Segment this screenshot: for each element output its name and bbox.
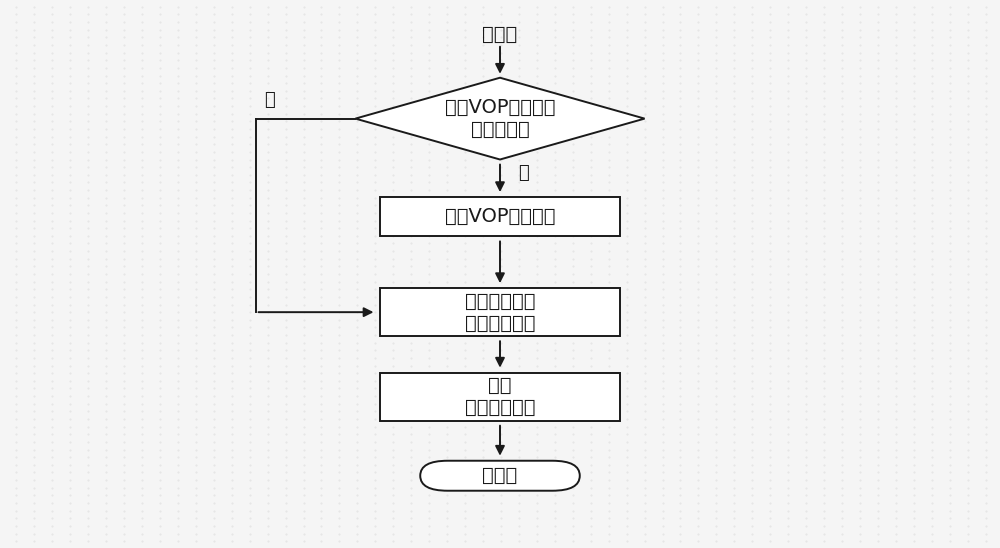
Text: 是: 是 [518,164,529,182]
FancyBboxPatch shape [380,288,620,336]
FancyBboxPatch shape [420,461,580,490]
Polygon shape [355,78,645,159]
Text: 写请求: 写请求 [482,25,518,44]
FancyBboxPatch shape [380,197,620,236]
Text: 作废VOP中命中页: 作废VOP中命中页 [445,207,555,226]
Text: 写完成: 写完成 [482,466,518,485]
FancyBboxPatch shape [380,373,620,421]
Text: 访问
存储器控制器: 访问 存储器控制器 [465,376,535,417]
Text: 否: 否 [264,91,274,109]
Text: 发送写请求到
存储器控制器: 发送写请求到 存储器控制器 [465,292,535,333]
Text: 命中VOP缓冲器中
的虚拟页？: 命中VOP缓冲器中 的虚拟页？ [445,98,555,139]
